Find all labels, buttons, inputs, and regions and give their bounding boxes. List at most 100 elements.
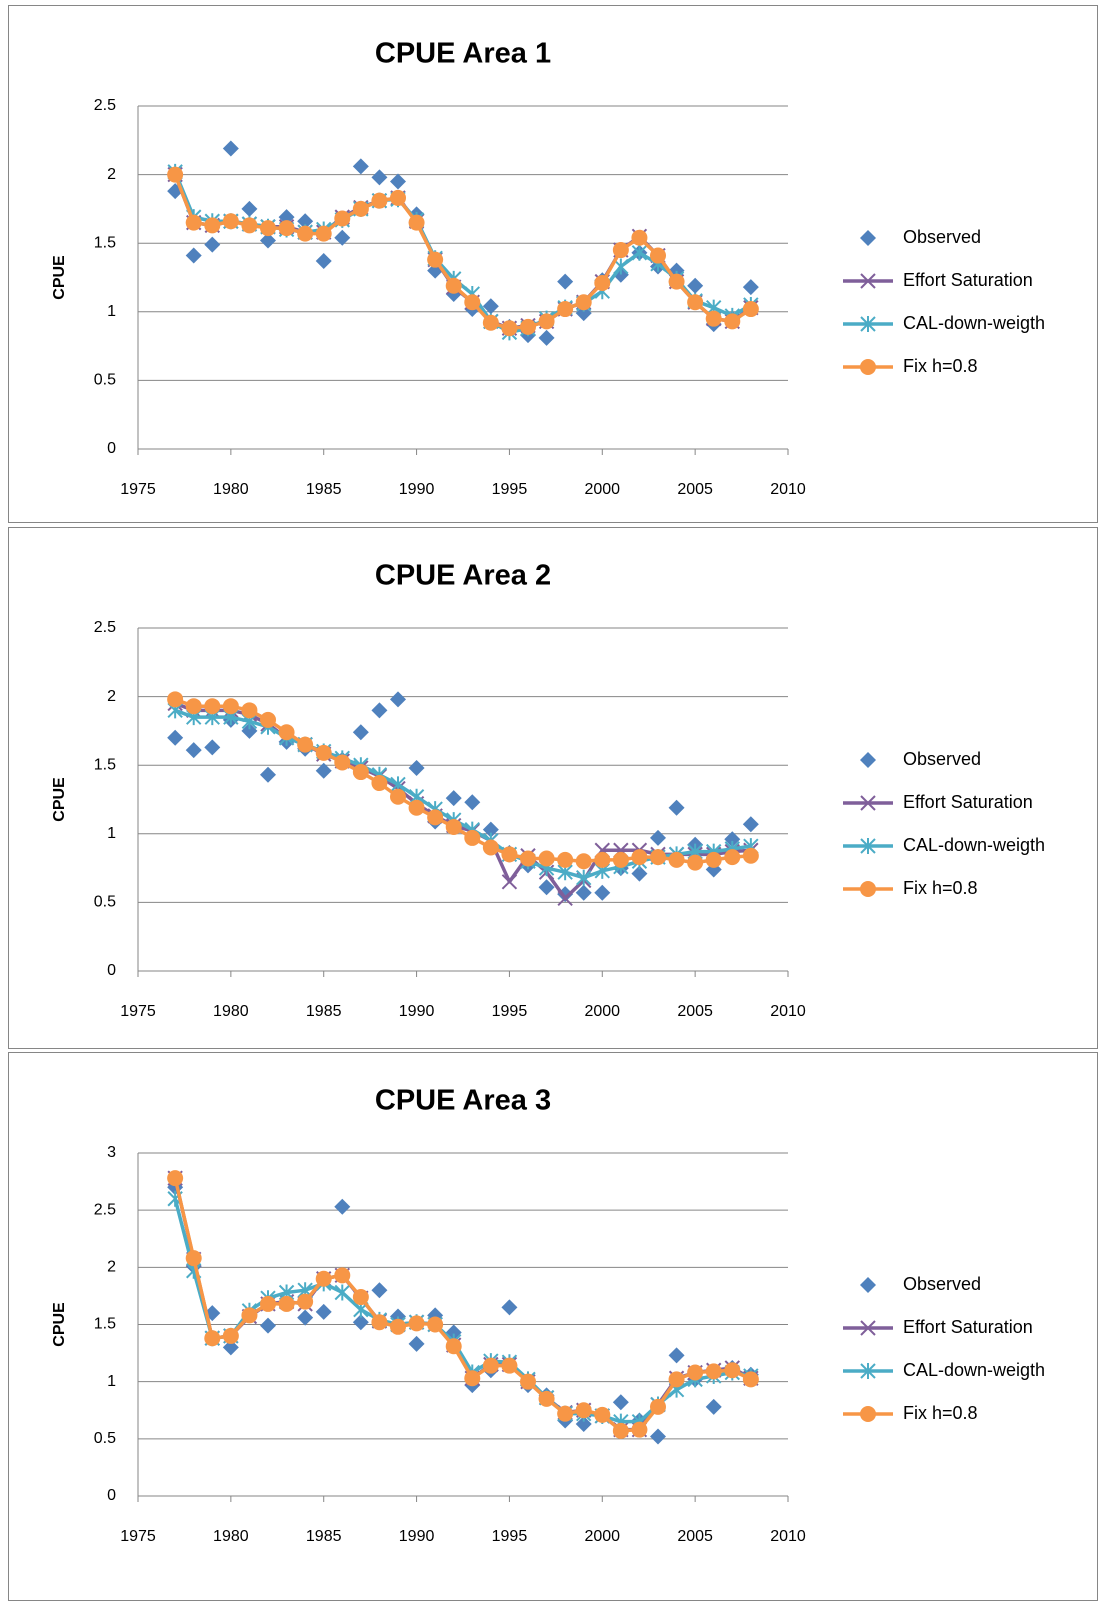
marker [185,214,202,231]
legend-marker [860,230,876,246]
marker [687,294,704,311]
y-tick-label: 2 [107,688,116,705]
marker [575,853,592,870]
marker [204,739,221,756]
series [167,1170,759,1439]
marker [167,1170,184,1187]
marker [315,1303,332,1320]
y-tick-label: 1.5 [94,1316,116,1333]
marker [538,1390,555,1407]
marker [334,229,351,246]
marker [371,192,388,209]
marker [705,851,722,868]
marker [390,1308,406,1325]
y-tick-label: 1 [107,1373,116,1390]
marker [742,847,759,864]
marker [650,1398,666,1415]
y-tick-label: 1.5 [94,756,116,773]
marker [297,1309,314,1326]
marker [167,691,184,708]
legend-marker [860,1363,876,1379]
marker [278,220,295,237]
legend-marker [860,1320,876,1336]
marker [408,799,425,816]
marker [631,1421,648,1438]
marker [334,1267,351,1284]
legend-label: Fix h=0.8 [903,1403,978,1423]
marker [445,818,462,835]
legend-marker [860,359,876,375]
legend-label: Observed [903,749,981,769]
x-tick-label: 2010 [770,1003,806,1020]
marker [222,1327,239,1344]
marker [482,314,499,331]
legend-item: Fix h=0.8 [843,1403,978,1423]
marker [557,890,573,906]
marker [612,242,629,259]
marker [222,1339,239,1356]
marker [315,744,332,761]
marker [557,273,574,290]
marker [278,209,295,226]
marker [204,1330,221,1347]
marker [408,1315,425,1332]
marker [724,1362,741,1379]
marker [742,279,759,296]
marker [687,1364,704,1381]
legend-item: Observed [860,1274,981,1294]
y-tick-label: 0.5 [94,1430,116,1447]
marker [185,698,202,715]
marker [631,229,648,246]
y-tick-label: 0.5 [94,894,116,911]
marker [612,1422,629,1439]
legend-label: Fix h=0.8 [903,356,978,376]
x-tick-label: 1975 [120,1528,156,1545]
chart-panel: CPUE Area 2 CPUE 0 0.5 1 1.5 2 2.5 1975 1980 1985 1… [8,527,1098,1049]
marker [352,158,369,175]
marker [315,762,332,779]
marker [482,1357,499,1374]
y-axis-label: CPUE [51,1302,68,1347]
legend-item: CAL-down-weigth [843,313,1045,333]
marker [427,809,444,826]
marker [260,711,276,728]
marker [724,313,741,330]
marker [390,173,406,190]
marker [612,1394,629,1411]
marker [668,851,685,868]
legend-label: Fix h=0.8 [903,878,978,898]
legend-item: CAL-down-weigth [843,835,1045,855]
marker [631,244,648,261]
legend-item: Effort Saturation [843,792,1033,812]
marker [482,839,499,856]
marker [352,724,369,741]
legend-label: Effort Saturation [903,1317,1033,1337]
marker [576,869,592,886]
marker [427,251,444,268]
marker [668,1347,685,1364]
x-tick-label: 1975 [120,481,156,498]
y-tick-label: 2 [107,166,116,183]
marker [185,742,202,759]
legend-marker [860,273,876,289]
legend-item: Effort Saturation [843,1317,1033,1337]
x-tick-label: 1995 [492,1528,528,1545]
marker [520,1373,536,1390]
marker [371,1314,388,1331]
panel-border [8,527,1098,1049]
marker [557,1405,574,1422]
marker [668,1371,685,1388]
marker [278,724,295,741]
x-tick-label: 2010 [770,1528,806,1545]
marker [538,313,555,330]
marker [260,232,276,249]
marker [742,1371,759,1388]
marker [482,298,499,315]
marker [260,220,276,237]
marker [352,764,369,781]
marker [594,884,611,901]
marker [464,1370,481,1387]
series [167,166,759,337]
marker [612,851,629,868]
x-tick-label: 2005 [677,481,713,498]
